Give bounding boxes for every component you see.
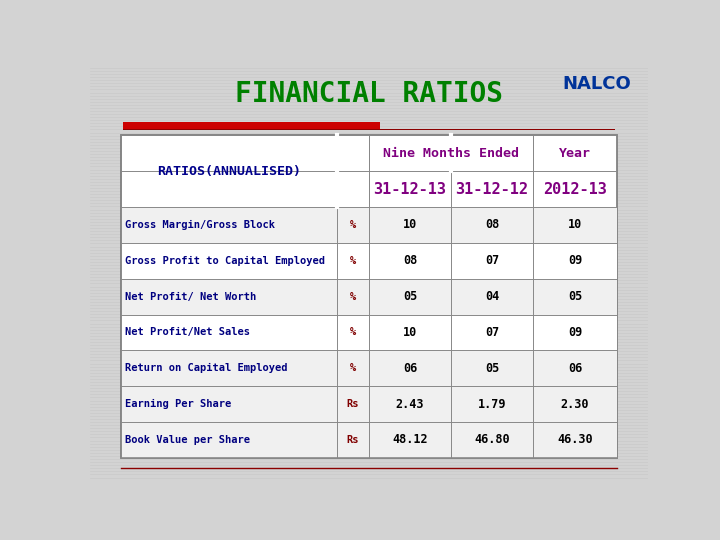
Bar <box>121 243 617 279</box>
Bar <box>121 207 617 243</box>
Text: 06: 06 <box>403 362 417 375</box>
Text: Nine Months Ended: Nine Months Ended <box>383 147 519 160</box>
Text: %: % <box>350 220 356 230</box>
Text: 06: 06 <box>568 362 582 375</box>
Text: 08: 08 <box>485 219 499 232</box>
Bar <box>121 350 617 386</box>
Text: Return on Capital Employed: Return on Capital Employed <box>125 363 288 373</box>
Text: 10: 10 <box>568 219 582 232</box>
Text: Year: Year <box>559 147 591 160</box>
Text: 07: 07 <box>485 326 499 339</box>
Text: FINANCIAL RATIOS: FINANCIAL RATIOS <box>235 80 503 108</box>
Text: 1.79: 1.79 <box>477 397 506 410</box>
Text: %: % <box>350 363 356 373</box>
Bar <box>121 314 617 350</box>
Text: 46.30: 46.30 <box>557 433 593 447</box>
Text: 31-12-13: 31-12-13 <box>374 181 446 197</box>
Text: RATIOS(ANNUALISED): RATIOS(ANNUALISED) <box>157 165 301 178</box>
Text: 05: 05 <box>403 290 417 303</box>
Text: %: % <box>350 327 356 338</box>
Text: 05: 05 <box>568 290 582 303</box>
Text: Gross Margin/Gross Block: Gross Margin/Gross Block <box>125 220 275 230</box>
Text: 04: 04 <box>485 290 499 303</box>
Bar <box>121 422 617 458</box>
Bar <box>121 136 617 458</box>
Text: Book Value per Share: Book Value per Share <box>125 435 250 445</box>
Text: 46.80: 46.80 <box>474 433 510 447</box>
Bar <box>121 279 617 314</box>
Text: %: % <box>350 292 356 302</box>
Text: Rs: Rs <box>346 399 359 409</box>
Text: Net Profit/Net Sales: Net Profit/Net Sales <box>125 327 250 338</box>
FancyBboxPatch shape <box>124 129 615 130</box>
Text: Net Profit/ Net Worth: Net Profit/ Net Worth <box>125 292 256 302</box>
Text: 2012-13: 2012-13 <box>543 181 607 197</box>
Text: 2.43: 2.43 <box>396 397 424 410</box>
Text: 07: 07 <box>485 254 499 267</box>
Text: 10: 10 <box>403 326 417 339</box>
Text: 09: 09 <box>568 326 582 339</box>
FancyBboxPatch shape <box>124 122 380 129</box>
Text: Earning Per Share: Earning Per Share <box>125 399 231 409</box>
Text: 48.12: 48.12 <box>392 433 428 447</box>
Text: 31-12-12: 31-12-12 <box>456 181 528 197</box>
Text: 05: 05 <box>485 362 499 375</box>
Bar <box>121 386 617 422</box>
Text: 09: 09 <box>568 254 582 267</box>
Text: 2.30: 2.30 <box>561 397 590 410</box>
Text: 10: 10 <box>403 219 417 232</box>
Text: 08: 08 <box>403 254 417 267</box>
Text: NALCO: NALCO <box>562 75 631 93</box>
Text: Rs: Rs <box>346 435 359 445</box>
Text: Gross Profit to Capital Employed: Gross Profit to Capital Employed <box>125 256 325 266</box>
Text: %: % <box>350 256 356 266</box>
